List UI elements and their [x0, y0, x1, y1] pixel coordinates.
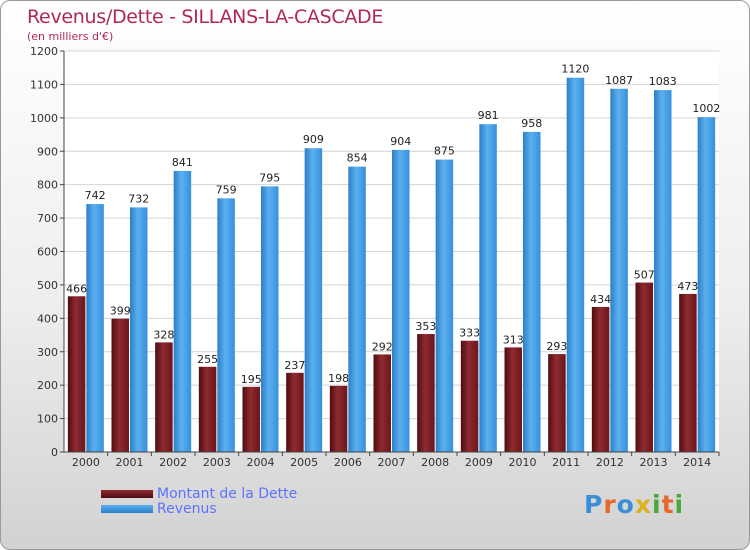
x-tick-label: 2009 [465, 456, 493, 469]
data-label-dette: 195 [241, 373, 262, 386]
bar-dette [591, 306, 610, 452]
x-tick-label: 2001 [116, 456, 144, 469]
data-label-revenus: 875 [434, 145, 455, 158]
bar-dette [679, 293, 697, 452]
bar-revenus [348, 166, 366, 452]
y-tick-label: 0 [51, 446, 58, 459]
data-label-dette: 198 [328, 372, 349, 385]
data-label-revenus: 732 [128, 192, 149, 205]
data-label-revenus: 909 [303, 133, 324, 146]
bar-dette [111, 318, 129, 452]
data-label-revenus: 795 [259, 171, 280, 184]
data-label-revenus: 904 [390, 135, 411, 148]
data-label-revenus: 759 [216, 183, 237, 196]
x-tick-label: 2000 [72, 456, 100, 469]
bar-revenus [435, 159, 454, 452]
bar-revenus [261, 186, 279, 452]
bar-dette [286, 372, 304, 452]
bar-dette [548, 354, 566, 452]
bar-revenus [523, 131, 541, 452]
y-tick-label: 300 [37, 346, 58, 359]
y-tick-label: 1200 [30, 45, 58, 58]
data-label-dette: 507 [634, 269, 655, 282]
y-tick-label: 1000 [30, 112, 58, 125]
data-label-dette: 313 [503, 333, 524, 346]
y-tick-label: 600 [37, 246, 58, 259]
x-tick-label: 2007 [378, 456, 406, 469]
y-tick-label: 100 [37, 413, 58, 426]
data-label-dette: 466 [66, 282, 87, 295]
bar-revenus [479, 124, 497, 453]
data-label-dette: 399 [110, 305, 131, 318]
data-label-dette: 333 [459, 327, 480, 340]
data-label-revenus: 854 [347, 152, 368, 165]
y-tick-label: 900 [37, 145, 58, 158]
data-label-dette: 237 [284, 359, 305, 372]
legend-swatch-revenus [101, 505, 153, 513]
bar-dette [460, 340, 479, 452]
x-tick-label: 2003 [203, 456, 231, 469]
bar-dette [198, 366, 217, 452]
data-label-revenus: 841 [172, 156, 193, 169]
data-label-dette: 328 [153, 328, 174, 341]
data-label-revenus: 981 [478, 109, 499, 122]
x-tick-label: 2010 [509, 456, 537, 469]
bar-revenus [654, 90, 672, 452]
chart-title: Revenus/Dette - SILLANS-LA-CASCADE [27, 6, 384, 28]
x-tick-label: 2005 [290, 456, 318, 469]
data-label-revenus: 742 [85, 189, 106, 202]
x-tick-label: 2013 [640, 456, 668, 469]
legend-label-revenus: Revenus [157, 501, 217, 517]
data-label-dette: 292 [372, 340, 393, 353]
bar-dette [504, 347, 522, 452]
bar-dette [329, 385, 348, 452]
bar-revenus [566, 77, 585, 452]
data-label-revenus: 1120 [561, 63, 589, 76]
y-tick-label: 500 [37, 279, 58, 292]
proxiti-logo: Proxiti [584, 490, 685, 519]
y-tick-label: 1100 [30, 78, 58, 91]
bar-dette [373, 354, 391, 452]
x-tick-label: 2014 [683, 456, 711, 469]
legend-swatch-dette [101, 490, 153, 498]
bar-revenus [610, 88, 628, 452]
bar-dette [67, 296, 86, 452]
y-tick-label: 700 [37, 212, 58, 225]
bar-revenus [392, 149, 410, 452]
bar-revenus [304, 148, 323, 452]
data-label-revenus: 1087 [605, 74, 633, 87]
bar-dette [155, 342, 173, 452]
data-label-dette: 353 [415, 320, 436, 333]
data-label-dette: 434 [590, 293, 611, 306]
bar-revenus [86, 204, 104, 452]
y-tick-label: 800 [37, 179, 58, 192]
bar-dette [635, 282, 653, 452]
bar-dette [417, 334, 435, 452]
y-tick-label: 200 [37, 379, 58, 392]
x-tick-label: 2002 [159, 456, 187, 469]
legend-label-dette: Montant de la Dette [157, 486, 298, 502]
x-tick-label: 2004 [247, 456, 275, 469]
x-tick-label: 2006 [334, 456, 362, 469]
data-label-revenus: 958 [521, 117, 542, 130]
x-tick-label: 2012 [596, 456, 624, 469]
data-label-dette: 255 [197, 353, 218, 366]
data-label-dette: 293 [546, 340, 567, 353]
bar-revenus [130, 207, 148, 452]
bar-dette [242, 386, 260, 452]
chart-subtitle: (en milliers d'€) [27, 30, 114, 43]
data-label-revenus: 1083 [649, 75, 677, 88]
x-tick-label: 2008 [421, 456, 449, 469]
data-label-revenus: 1002 [692, 102, 720, 115]
y-tick-label: 400 [37, 312, 58, 325]
data-label-dette: 473 [677, 280, 698, 293]
x-tick-label: 2011 [552, 456, 580, 469]
bar-revenus [697, 117, 716, 452]
bar-revenus [217, 198, 235, 452]
bar-revenus [173, 170, 192, 453]
